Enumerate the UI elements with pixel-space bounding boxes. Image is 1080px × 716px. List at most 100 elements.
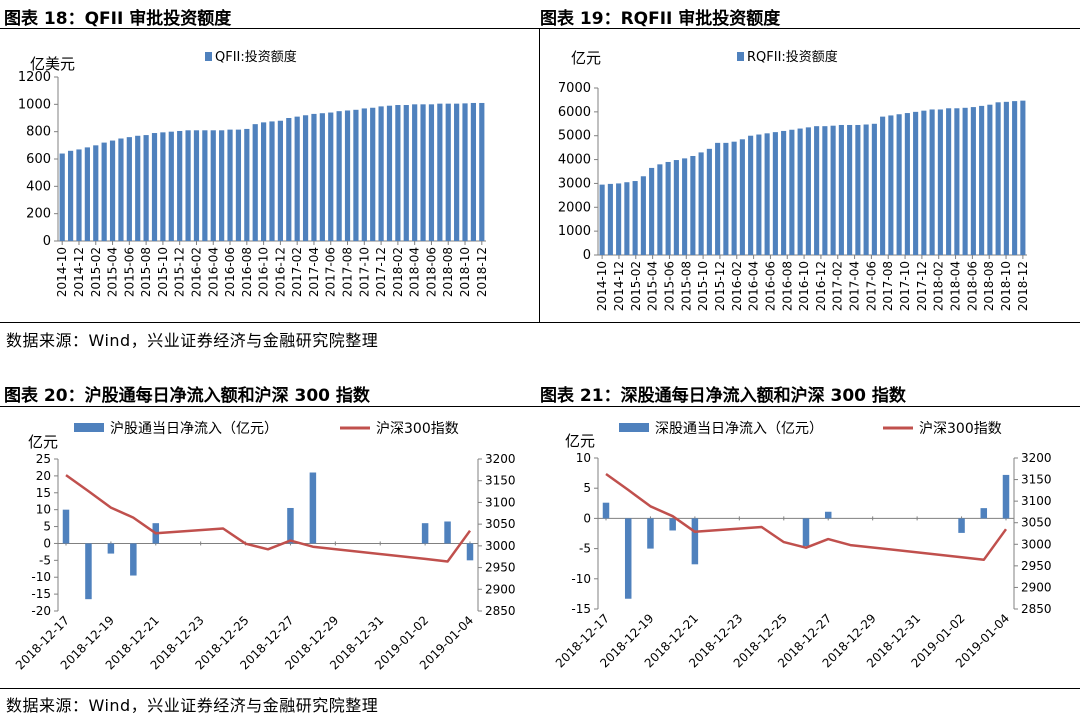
- bar: [118, 138, 124, 241]
- top-bottom-rule: [0, 322, 1080, 323]
- y-tick-label: 3000: [558, 176, 591, 191]
- left-y-tick-label: 5: [43, 520, 51, 534]
- top-divider: [539, 28, 540, 322]
- y-tick-label: 0: [583, 248, 591, 263]
- x-tick-label: 2016-02: [189, 247, 203, 297]
- bar: [444, 521, 451, 544]
- x-tick-label: 2017-08: [881, 261, 895, 311]
- bar: [286, 118, 292, 241]
- bar: [67, 150, 74, 241]
- bar: [690, 155, 696, 255]
- bar: [805, 127, 811, 255]
- bar: [261, 122, 267, 241]
- bar: [135, 135, 141, 241]
- right-y-tick-label: 2850: [1021, 602, 1052, 616]
- bar: [962, 107, 968, 256]
- right-y-tick-label: 3100: [485, 495, 516, 509]
- y-tick-label: 200: [26, 207, 51, 222]
- bar: [946, 108, 952, 256]
- x-tick-label: 2015-04: [646, 261, 660, 311]
- bar: [896, 114, 902, 255]
- bar: [421, 523, 429, 544]
- x-tick-label: 2015-04: [106, 247, 120, 297]
- bar: [669, 518, 676, 531]
- bar: [673, 160, 679, 255]
- bar: [640, 176, 646, 255]
- bar: [665, 161, 671, 255]
- bar: [177, 130, 183, 241]
- bar: [277, 120, 283, 241]
- left-y-tick-label: 15: [36, 486, 51, 500]
- x-tick-label: 2016-06: [763, 261, 777, 311]
- index-line: [65, 474, 472, 563]
- bar: [698, 152, 704, 255]
- x-tick-label: 2015-08: [139, 247, 153, 297]
- bar: [193, 130, 200, 241]
- bar: [302, 115, 309, 241]
- bar: [871, 123, 877, 256]
- left-y-tick-label: -15: [571, 602, 591, 616]
- bar: [888, 115, 894, 255]
- bar: [386, 105, 393, 241]
- y-tick-label: 7000: [558, 81, 591, 96]
- y-tick-label: 2000: [558, 200, 591, 215]
- bar: [151, 133, 158, 241]
- right-y-tick-label: 3200: [485, 452, 516, 466]
- fig18-title: 图表 18：QFII 审批投资额度: [4, 9, 232, 29]
- bar: [395, 105, 401, 242]
- bar: [913, 111, 919, 255]
- bar: [958, 518, 965, 533]
- bar: [470, 102, 477, 241]
- x-tick-label: 2018-12: [1016, 261, 1030, 311]
- left-y-tick-label: 25: [36, 452, 51, 466]
- bar: [781, 130, 787, 255]
- bar: [739, 139, 745, 255]
- x-tick-label: 2018-04: [949, 261, 963, 311]
- bar: [929, 109, 935, 255]
- bar: [979, 105, 985, 256]
- bar: [107, 543, 115, 554]
- bar: [647, 518, 654, 549]
- x-tick-label: 2017-04: [307, 247, 321, 297]
- y-tick-label: 5000: [558, 129, 591, 144]
- bar: [624, 182, 630, 255]
- left-y-tick-label: -5: [579, 542, 591, 556]
- bar: [772, 132, 778, 255]
- y-tick-label: 0: [43, 234, 51, 249]
- x-tick-label: 2014-12: [612, 261, 626, 311]
- x-tick-label: 2016-12: [273, 247, 287, 297]
- bar: [210, 130, 216, 241]
- x-tick-label: 2018-02: [932, 261, 946, 311]
- right-y-tick-label: 3100: [1021, 494, 1052, 508]
- bar: [756, 134, 762, 255]
- bar: [428, 104, 435, 241]
- right-y-tick-label: 2950: [485, 561, 516, 575]
- bar: [59, 153, 65, 241]
- bottom-source-note: 数据来源：Wind，兴业证券经济与金融研究院整理: [6, 696, 379, 715]
- legend-swatch: [205, 52, 212, 61]
- x-tick-label: 2016-04: [747, 261, 761, 311]
- y-tick-label: 4000: [558, 153, 591, 168]
- legend-bar-swatch: [619, 423, 649, 432]
- right-y-tick-label: 2900: [1021, 580, 1052, 594]
- bar: [269, 121, 275, 241]
- x-tick-label: 2015-06: [662, 261, 676, 311]
- bar: [715, 142, 721, 255]
- x-tick-label: 2017-10: [898, 261, 912, 311]
- x-tick-label: 2017-06: [864, 261, 878, 311]
- right-y-tick-label: 3050: [485, 517, 516, 531]
- x-tick-label: 2017-02: [290, 247, 304, 297]
- bar: [1012, 101, 1018, 255]
- x-tick-label: 2017-12: [374, 247, 388, 297]
- bar: [101, 142, 107, 241]
- x-tick-label: 2015-10: [696, 261, 710, 311]
- right-y-tick-label: 3000: [485, 539, 516, 553]
- bar: [616, 183, 622, 255]
- x-tick-label: 2016-10: [797, 261, 811, 311]
- bar: [599, 184, 605, 255]
- fig21-title: 图表 21：深股通每日净流入额和沪深 300 指数: [540, 386, 906, 406]
- bar: [202, 130, 208, 241]
- bar: [624, 518, 632, 599]
- x-tick-label: 2016-08: [240, 247, 254, 297]
